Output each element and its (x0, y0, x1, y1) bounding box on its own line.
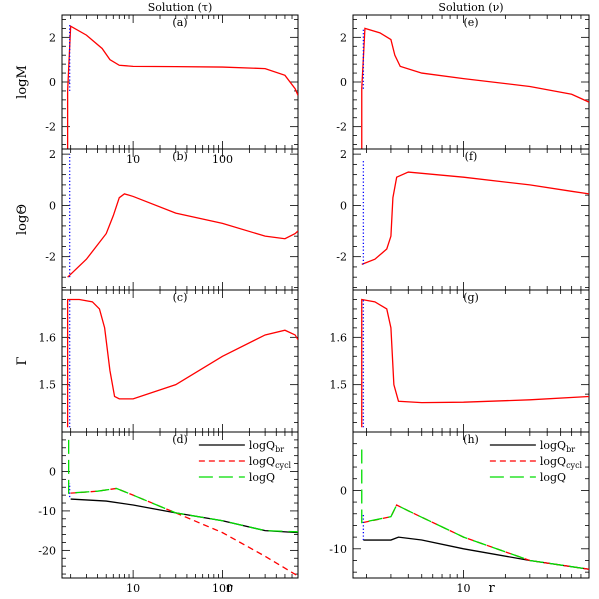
x-tick-label: 100 (212, 582, 233, 595)
panel-label: (f) (465, 150, 478, 163)
legend-entry: logQbr (540, 439, 575, 454)
y-tick-label: -2 (336, 121, 347, 134)
y-tick-label: 1.5 (39, 379, 57, 392)
panel-a: 10 100 -2 0 2 (a) Solution (τ) logM (15, 1, 299, 166)
y-tick-label: 1.6 (39, 331, 57, 344)
x-tick-label: 10 (457, 582, 471, 595)
panel-label: (c) (173, 291, 188, 304)
plot-frame (61, 289, 299, 433)
y-tick-label: 0 (49, 76, 56, 89)
legend-entry: logQ (249, 471, 275, 484)
plot-frame (352, 289, 590, 433)
plot-frame (61, 431, 299, 579)
series-line-curve-0 (66, 298, 298, 428)
series-group (66, 298, 298, 428)
x-axis-label: r (226, 581, 233, 596)
y-tick-label: 2 (49, 31, 56, 44)
plot-frame (61, 14, 299, 150)
x-tick-label: 100 (212, 153, 233, 166)
y-tick-label: 0 (49, 465, 56, 478)
y-tick-label: 1.5 (330, 379, 348, 392)
y-axis-label: Γ (15, 356, 30, 365)
series-line-curve-0 (361, 171, 589, 265)
y-tick-label: -2 (45, 251, 56, 264)
series-group (361, 159, 589, 265)
plot-frame (352, 431, 590, 579)
series-group (361, 449, 589, 570)
series-line-logq (361, 449, 589, 570)
series-line-curve-0 (67, 193, 298, 278)
y-tick-label: -10 (329, 543, 347, 556)
panel-label: (d) (172, 433, 188, 446)
panel-e: -2 0 2 (e) Solution (ν) (336, 1, 590, 150)
y-tick-label: -2 (45, 121, 56, 134)
plot-frame (352, 148, 590, 291)
plot-frame (61, 148, 299, 291)
y-tick-label: -10 (38, 505, 56, 518)
legend-entry: logQcycl (249, 455, 292, 470)
y-axis-label: logM (15, 65, 30, 99)
series-group (67, 154, 298, 278)
x-tick-label: 10 (126, 582, 140, 595)
y-tick-label: 1.6 (330, 331, 348, 344)
x-axis-label: r (488, 581, 495, 596)
y-tick-label: 2 (49, 148, 56, 161)
panel-label: (b) (172, 150, 188, 163)
panel-c: 1.5 1.6 (c) Γ (15, 289, 299, 433)
series-line-curve-0 (361, 27, 589, 149)
panel-label: (g) (463, 291, 479, 304)
series-group (66, 23, 298, 149)
column-title: Solution (ν) (438, 1, 503, 14)
y-tick-label: 2 (340, 31, 347, 44)
x-tick-label: 10 (126, 153, 140, 166)
y-axis-label: logΘ (15, 204, 30, 235)
panel-b: -2 0 2 (b) logΘ (15, 148, 299, 291)
panel-g: 1.5 1.6 (g) (330, 289, 590, 433)
y-tick-label: 2 (340, 148, 347, 161)
panel-label: (a) (172, 16, 187, 29)
series-group (68, 439, 298, 577)
column-title: Solution (τ) (148, 1, 213, 14)
panel-label: (e) (463, 16, 478, 29)
legend-entry: logQbr (249, 439, 284, 454)
panel-label: (h) (463, 433, 479, 446)
y-tick-label: -2 (336, 251, 347, 264)
series-line-curve-0 (361, 298, 589, 428)
y-tick-label: 0 (340, 76, 347, 89)
y-tick-label: 0 (49, 199, 56, 212)
series-line-logq (68, 439, 298, 533)
y-tick-label: 0 (340, 199, 347, 212)
panel-f: -2 0 2 (f) (336, 148, 590, 291)
legend-entry: logQ (540, 471, 566, 484)
y-tick-label: -20 (38, 544, 56, 557)
series-line-logqbr (70, 498, 298, 534)
y-tick-label: 0 (340, 484, 347, 497)
series-line-curve-0 (66, 25, 298, 149)
series-group (361, 27, 589, 149)
legend-entry: logQcycl (540, 455, 583, 470)
series-group (361, 298, 589, 428)
plot-frame (352, 14, 590, 150)
